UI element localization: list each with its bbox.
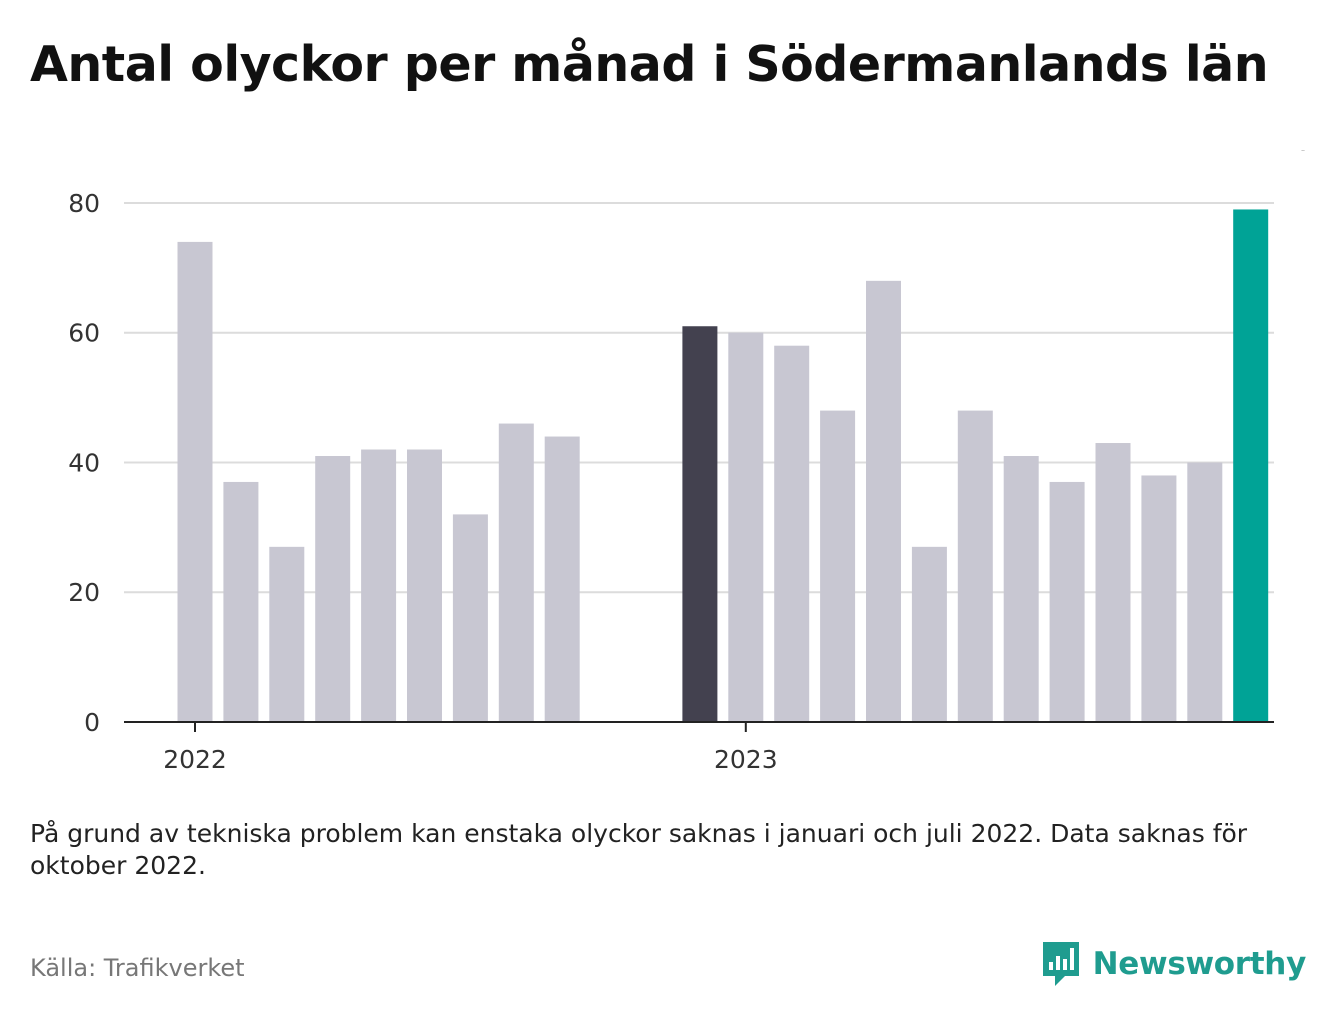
bar <box>498 423 534 722</box>
bar <box>1141 475 1177 722</box>
bar <box>1233 209 1269 723</box>
bar <box>544 436 580 722</box>
bar <box>1095 443 1131 722</box>
bar <box>315 456 351 722</box>
bar <box>820 410 856 722</box>
y-tick-label: 80 <box>68 189 100 218</box>
footnote: På grund av tekniska problem kan enstaka… <box>30 819 1248 880</box>
bar <box>407 449 442 722</box>
bar <box>682 326 718 722</box>
y-tick-label: 0 <box>84 708 100 737</box>
bar <box>866 280 901 722</box>
x-tick-label: 2022 <box>163 745 227 774</box>
y-tick-label: 40 <box>68 448 100 477</box>
y-tick-label: 20 <box>68 578 100 607</box>
bar <box>957 410 993 722</box>
y-axis: 0 20 40 60 80 <box>68 189 100 737</box>
data-labels: 79 <box>1281 150 1313 156</box>
bar <box>911 546 947 722</box>
brand-logo: Newsworthy <box>1041 940 1306 988</box>
x-tick-label: 2023 <box>714 745 778 774</box>
bars <box>177 209 1269 723</box>
bar <box>1003 456 1039 722</box>
newsworthy-logo-icon <box>1042 942 1079 986</box>
bar-chart: 0 20 40 60 80 2022 2023 79 <box>68 150 1313 774</box>
chart-title: Antal olyckor per månad i Södermanlands … <box>30 36 1269 93</box>
bar <box>361 449 397 722</box>
bar <box>774 345 810 722</box>
bar <box>728 332 764 722</box>
data-label: 79 <box>1281 150 1313 156</box>
source-credit: Källa: Trafikverket <box>30 954 245 982</box>
x-axis: 2022 2023 <box>124 721 1274 774</box>
brand-name: Newsworthy <box>1092 946 1307 982</box>
bar <box>223 481 259 722</box>
bar <box>1049 481 1085 722</box>
bar <box>269 546 305 722</box>
bar <box>1187 462 1223 722</box>
bar <box>177 241 213 722</box>
bar <box>452 514 488 722</box>
y-tick-label: 60 <box>68 319 100 348</box>
